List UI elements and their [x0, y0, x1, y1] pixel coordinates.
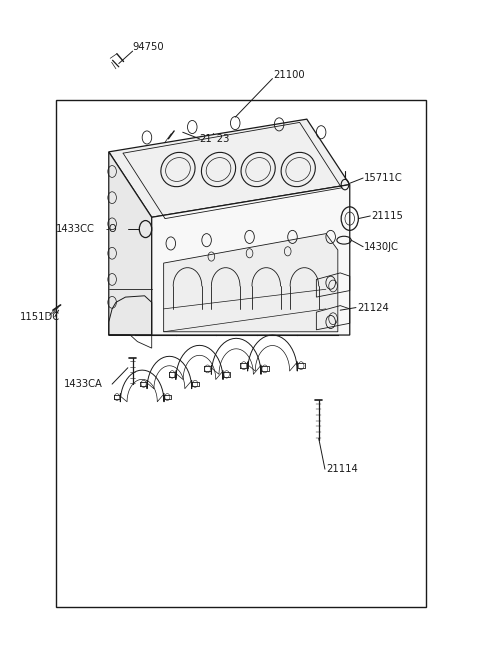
Text: 15711C: 15711C: [364, 173, 403, 183]
Polygon shape: [109, 152, 152, 335]
Text: 94750: 94750: [132, 42, 164, 52]
Polygon shape: [152, 185, 350, 335]
Text: 21115: 21115: [371, 211, 403, 221]
Text: 21`23: 21`23: [199, 134, 230, 144]
Text: 1430JC: 1430JC: [364, 242, 399, 252]
Text: 21124: 21124: [357, 303, 389, 313]
Text: 1433CA: 1433CA: [63, 379, 102, 389]
Text: 1433CC: 1433CC: [56, 224, 95, 234]
Text: 1151DC: 1151DC: [20, 311, 60, 322]
Text: 21114: 21114: [326, 464, 358, 474]
Text: -O: -O: [106, 224, 117, 234]
Polygon shape: [109, 119, 350, 217]
Text: 21100: 21100: [274, 70, 305, 79]
Polygon shape: [164, 234, 338, 332]
Bar: [56, 99, 426, 606]
